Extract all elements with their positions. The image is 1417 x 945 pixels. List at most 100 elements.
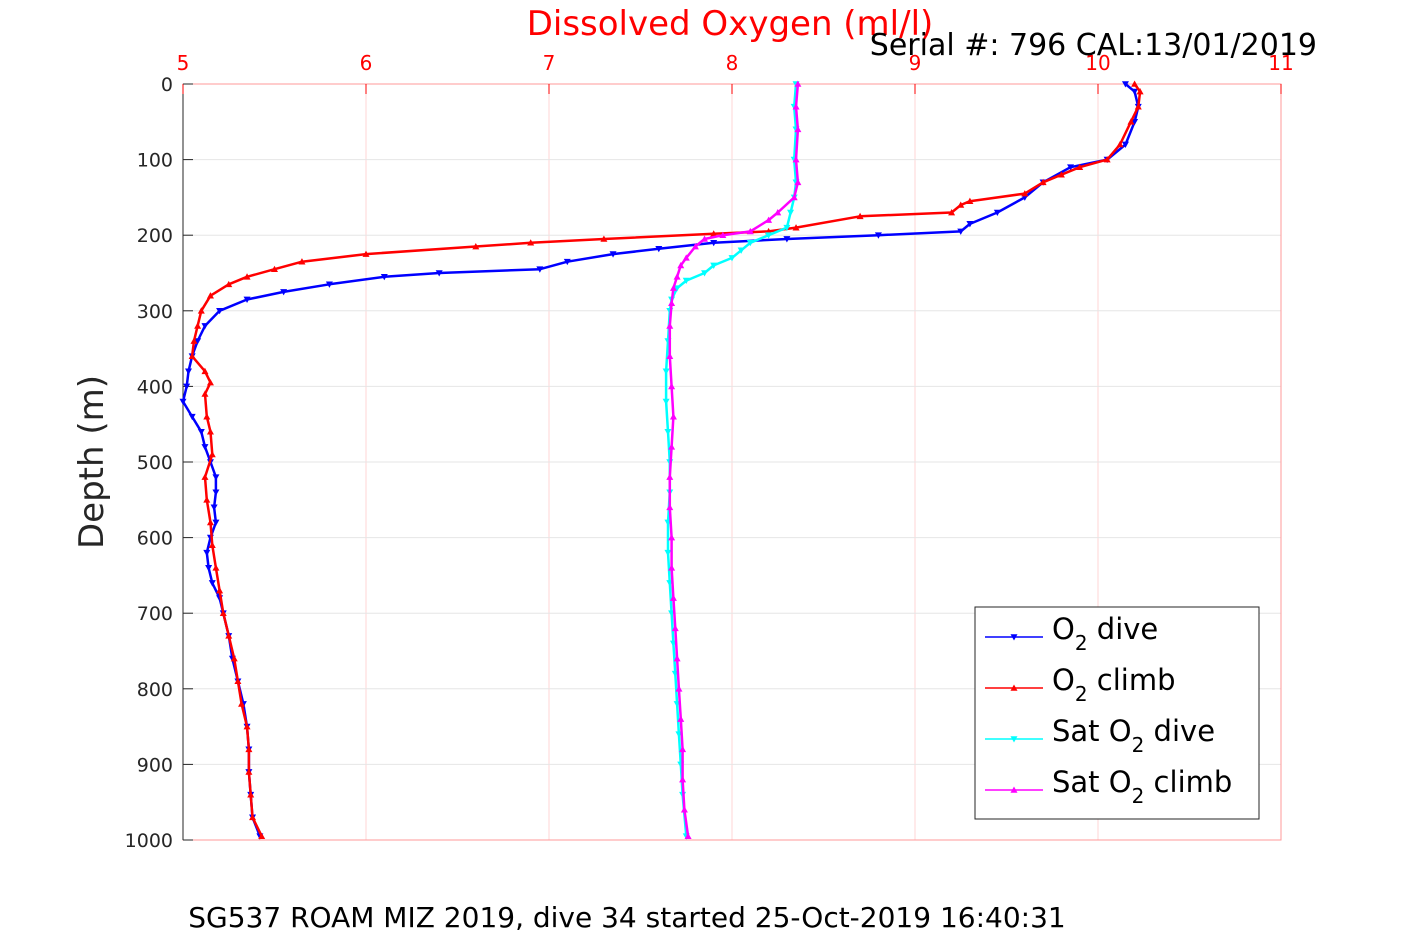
data-point-o2-climb <box>225 280 233 288</box>
data-point-sat-o2-climb <box>691 243 699 250</box>
data-point-o2-climb <box>1127 118 1135 125</box>
caption: SG537 ROAM MIZ 2019, dive 34 started 25-… <box>188 901 1065 934</box>
legend-label-rest: climb <box>1144 765 1232 799</box>
y-axis-label: Depth (m) <box>72 375 112 549</box>
data-point-o2-climb <box>1039 178 1047 186</box>
data-point-o2-climb <box>190 337 198 344</box>
data-point-sat-o2-dive <box>728 255 736 262</box>
data-point-o2-dive <box>1121 81 1129 88</box>
y-tick-label: 400 <box>137 376 173 398</box>
y-tick-label: 0 <box>161 74 173 96</box>
x-tick-label: 5 <box>177 51 190 75</box>
data-point-o2-climb <box>201 390 209 397</box>
data-point-o2-climb <box>527 239 535 246</box>
legend-item-o2-climb: O2 climb <box>985 663 1176 706</box>
data-point-o2-dive <box>216 308 224 315</box>
data-point-o2-dive <box>243 296 251 303</box>
data-point-o2-climb <box>249 813 257 821</box>
data-point-sat-o2-climb <box>669 594 677 601</box>
data-point-sat-o2-climb <box>668 299 676 307</box>
data-point-sat-o2-climb <box>792 156 800 163</box>
data-point-o2-dive <box>280 289 288 296</box>
legend-label-sat-o2-dive: Sat O2 dive <box>1052 714 1215 757</box>
data-point-o2-dive <box>536 266 544 273</box>
data-point-o2-climb <box>1057 171 1065 178</box>
legend-label-subscript: 2 <box>1075 631 1088 655</box>
data-point-o2-climb <box>208 450 216 458</box>
data-point-o2-climb <box>298 258 306 265</box>
data-point-o2-climb <box>201 473 209 480</box>
data-point-o2-dive <box>1131 88 1139 96</box>
legend-item-sat-o2-dive: Sat O2 dive <box>985 714 1215 757</box>
data-point-o2-climb <box>238 700 246 707</box>
data-point-o2-dive <box>203 549 211 557</box>
data-point-o2-dive <box>201 444 209 451</box>
data-point-sat-o2-dive <box>673 285 681 292</box>
data-point-o2-climb <box>1131 80 1139 87</box>
data-point-o2-dive <box>188 413 196 421</box>
data-point-sat-o2-dive <box>783 224 791 232</box>
data-point-o2-dive <box>212 489 220 496</box>
legend-label-subscript: 2 <box>1132 733 1145 757</box>
data-point-sat-o2-dive <box>746 239 754 247</box>
data-point-o2-climb <box>1136 88 1144 95</box>
data-point-o2-climb <box>710 230 718 237</box>
data-point-o2-dive <box>210 504 218 511</box>
legend-label-rest: climb <box>1088 663 1176 697</box>
y-tick-label: 700 <box>137 603 173 625</box>
data-point-o2-dive <box>966 221 974 228</box>
data-point-sat-o2-climb <box>680 806 688 813</box>
data-point-sat-o2-climb <box>668 564 676 571</box>
legend-label-subscript: 2 <box>1075 682 1088 706</box>
data-point-sat-o2-climb <box>792 103 800 110</box>
data-point-sat-o2-climb <box>679 745 687 753</box>
legend-label-sat-o2-climb: Sat O2 climb <box>1052 765 1232 808</box>
legend-marker-sat-o2-dive <box>1010 736 1018 743</box>
data-point-o2-dive <box>201 323 209 330</box>
data-point-o2-dive <box>710 239 718 247</box>
data-point-o2-climb <box>600 235 608 242</box>
data-point-sat-o2-climb <box>666 503 674 511</box>
data-point-sat-o2-climb <box>666 352 674 359</box>
data-point-o2-dive <box>205 565 213 572</box>
data-point-o2-dive <box>194 338 202 345</box>
y-tick-label: 900 <box>137 754 173 776</box>
data-point-o2-climb <box>948 209 956 216</box>
data-point-sat-o2-climb <box>668 382 676 390</box>
data-point-o2-climb <box>206 292 214 299</box>
data-point-sat-o2-dive <box>662 368 670 375</box>
data-point-o2-dive <box>957 228 965 235</box>
y-tick-label: 100 <box>137 150 173 172</box>
data-point-o2-climb <box>230 655 238 662</box>
data-point-sat-o2-dive <box>664 428 672 436</box>
x-tick-label: 7 <box>543 51 556 75</box>
data-point-o2-dive <box>208 580 216 587</box>
data-point-o2-climb <box>216 587 224 594</box>
y-tick-label: 1000 <box>125 830 173 852</box>
data-point-o2-climb <box>792 224 800 231</box>
x-tick-label: 10 <box>1085 51 1110 75</box>
legend-label-subscript: 2 <box>1132 784 1145 808</box>
series-group <box>179 80 1144 840</box>
data-point-o2-climb <box>1021 190 1029 197</box>
data-point-sat-o2-climb <box>668 443 676 450</box>
x-tick-label: 9 <box>909 51 922 75</box>
data-point-sat-o2-climb <box>671 624 679 632</box>
data-point-sat-o2-climb <box>673 273 681 280</box>
data-point-o2-climb <box>362 250 370 257</box>
data-point-sat-o2-dive <box>662 398 670 406</box>
data-point-o2-climb <box>245 745 253 753</box>
series-o2-climb <box>188 80 1144 840</box>
series-sat-o2-climb <box>666 80 802 840</box>
data-point-o2-climb <box>201 367 209 375</box>
data-point-o2-dive <box>1121 141 1129 148</box>
axis-ticks: 5 6 7 8 9 10 11 0 100 200 300 400 500 600 700 800 900 100… <box>125 51 1294 852</box>
data-point-o2-dive <box>1067 164 1075 171</box>
data-point-sat-o2-climb <box>673 655 681 662</box>
legend-label-main: Sat O <box>1052 765 1132 799</box>
data-point-o2-dive <box>655 246 663 253</box>
y-tick-label: 500 <box>137 452 173 474</box>
data-point-sat-o2-climb <box>701 235 709 242</box>
legend-label-o2-climb: O2 climb <box>1052 663 1176 706</box>
